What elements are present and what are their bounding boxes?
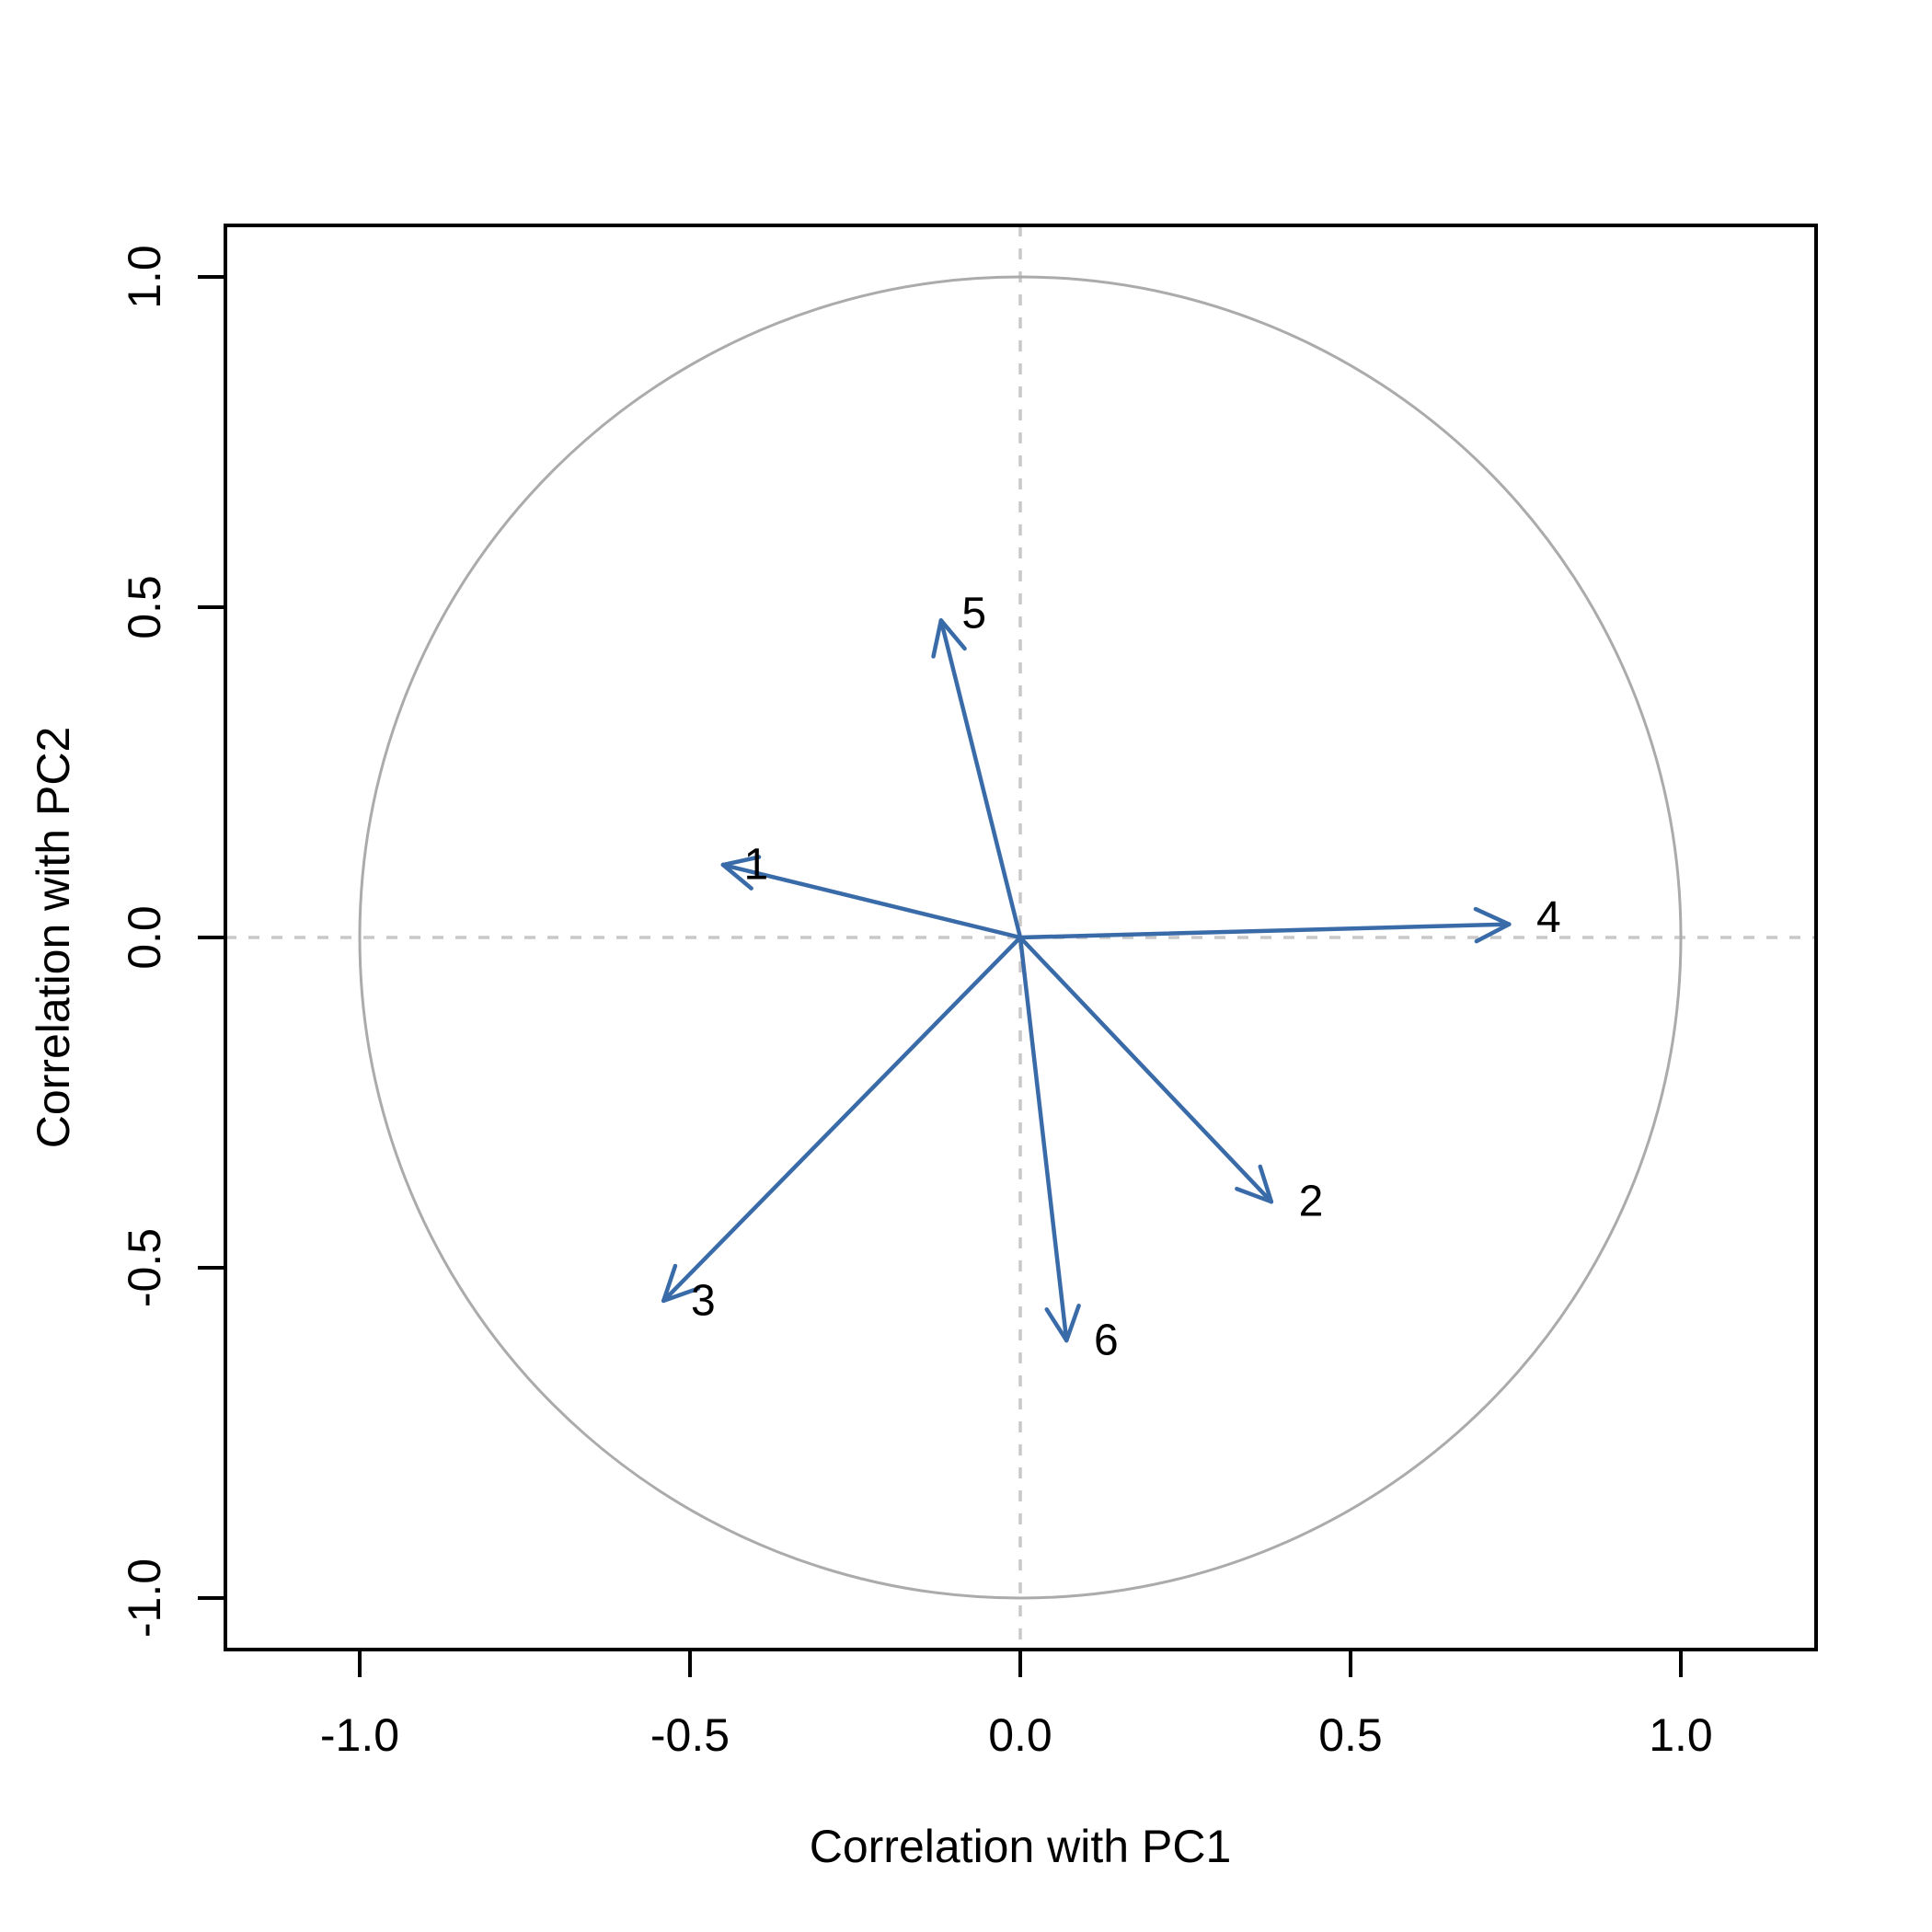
x-tick-label: -1.0 xyxy=(320,1709,399,1761)
vector-arrow-2: 2 xyxy=(1018,935,1324,1226)
x-tick-label: 1.0 xyxy=(1649,1709,1713,1761)
x-tick-label: 0.0 xyxy=(988,1709,1052,1761)
vector-arrowhead xyxy=(931,618,944,659)
y-axis-title: Correlation with PC2 xyxy=(28,727,79,1149)
vector-arrowhead xyxy=(1235,1186,1274,1204)
vector-shaft xyxy=(1018,922,1512,940)
vector-label-1: 1 xyxy=(743,841,768,890)
vector-arrowhead xyxy=(938,618,967,651)
reference-lines-group xyxy=(225,225,1816,1650)
vector-label-6: 6 xyxy=(1094,1316,1119,1364)
vector-shaft xyxy=(938,618,1023,940)
vector-arrow-5: 5 xyxy=(931,590,1023,940)
y-tick-label: -1.0 xyxy=(119,1558,170,1638)
y-tick-label: 0.0 xyxy=(119,905,170,970)
vector-shaft xyxy=(1018,935,1274,1204)
vector-label-5: 5 xyxy=(961,590,986,638)
vector-shaft xyxy=(661,935,1023,1304)
vector-arrowhead xyxy=(720,855,762,868)
vector-label-3: 3 xyxy=(691,1276,716,1325)
vector-arrow-6: 6 xyxy=(1018,935,1119,1364)
vector-arrow-3: 3 xyxy=(661,935,1023,1325)
vector-label-4: 4 xyxy=(1536,893,1561,942)
unit-circle xyxy=(358,275,1683,1600)
y-tick-label: 1.0 xyxy=(119,245,170,309)
vector-arrowhead xyxy=(1064,1304,1081,1343)
y-ticks-group: -1.0 -0.5 0.0 0.5 1.0 xyxy=(119,245,225,1638)
vector-arrowhead xyxy=(661,1286,701,1304)
vector-arrowhead xyxy=(720,862,753,891)
y-tick-label: -0.5 xyxy=(119,1228,170,1307)
vector-label-2: 2 xyxy=(1299,1178,1324,1226)
y-tick-label: 0.5 xyxy=(119,575,170,639)
x-ticks-group: -1.0 -0.5 0.0 0.5 1.0 xyxy=(320,1650,1713,1761)
vector-shaft xyxy=(1018,935,1069,1343)
x-tick-label: -0.5 xyxy=(650,1709,730,1761)
x-tick-label: 0.5 xyxy=(1318,1709,1383,1761)
vector-arrows-group: 1 2 3 4 5 6 xyxy=(661,590,1561,1364)
vector-arrowhead xyxy=(1258,1164,1274,1204)
unit-circle-group xyxy=(358,275,1683,1600)
x-axis: -1.0 -0.5 0.0 0.5 1.0 Correlation with PC1 xyxy=(320,1650,1713,1872)
vector-arrow-4: 4 xyxy=(1018,893,1561,944)
vector-arrowhead xyxy=(1474,922,1512,944)
x-axis-title: Correlation with PC1 xyxy=(810,1821,1232,1872)
vector-shaft xyxy=(720,862,1023,940)
vector-arrowhead xyxy=(661,1263,678,1304)
y-axis: -1.0 -0.5 0.0 0.5 1.0 Correlation with PC2 xyxy=(28,245,225,1638)
vector-arrow-1: 1 xyxy=(720,841,1023,940)
vector-arrowhead xyxy=(1044,1307,1069,1343)
vector-arrowhead xyxy=(1473,906,1512,926)
